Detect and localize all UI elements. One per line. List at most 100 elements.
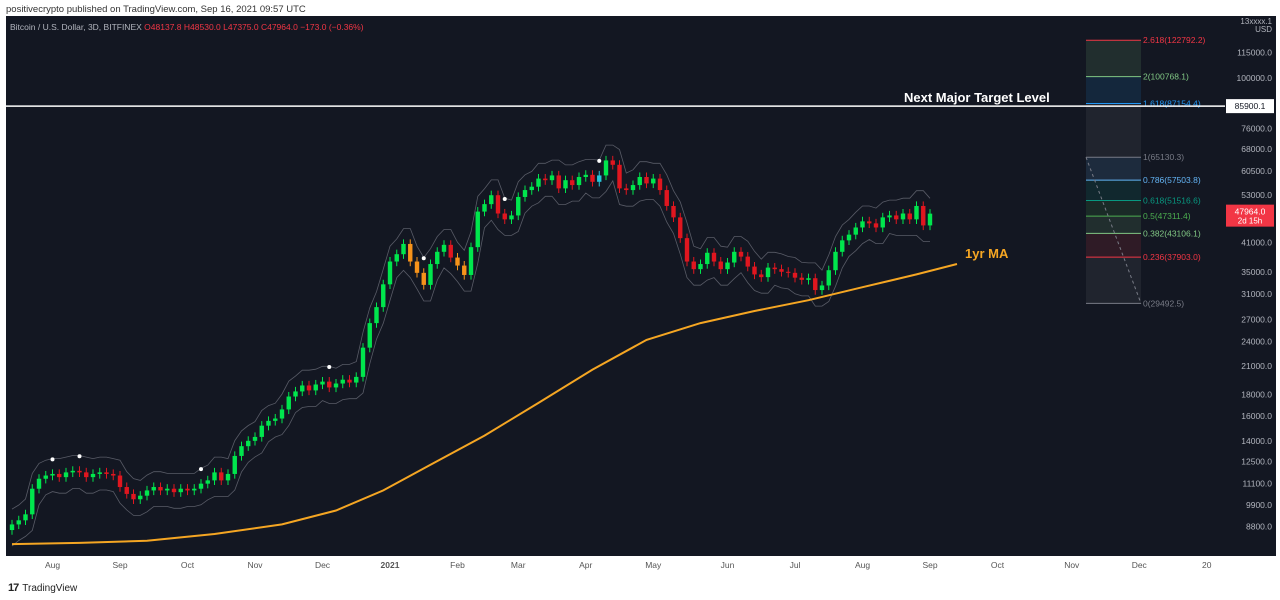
ohlc-change: −173.0 (−0.36%) [300, 22, 364, 32]
time-scale[interactable]: Aug Sep Oct Nov Dec 2021 Feb Mar Apr May Jun Jul Aug… [6, 556, 1276, 576]
candle-body [131, 493, 136, 500]
candle-body [63, 472, 69, 478]
candle-body [684, 238, 690, 262]
target-price-tag-text: 85900.1 [1235, 101, 1266, 111]
signal-dot [327, 365, 332, 370]
candle-body [617, 164, 622, 189]
chart-pane[interactable]: 2.618(122792.2) 2(100768.1) 1.618(87154.4)… [6, 16, 1225, 556]
signal-dot [77, 454, 82, 459]
price-scale[interactable]: 13xxxx.1 USD 115000.0 100000.0 76000.0 68000.… [1225, 16, 1276, 556]
candle-body [867, 221, 872, 224]
candle-body [43, 475, 48, 479]
candle-body [387, 261, 393, 285]
fib-zone [1086, 200, 1141, 217]
time-tick-label: Aug [855, 560, 870, 570]
price-tick-label: 60500.0 [1241, 166, 1272, 176]
fib-zone [1086, 76, 1141, 104]
candle-body [772, 267, 777, 270]
candle-body [786, 271, 791, 273]
price-tick-label: 11100.0 [1243, 479, 1273, 489]
candle-body [799, 277, 804, 280]
last-price-value: 47964.0 [1235, 207, 1266, 217]
ohlc-close: C47964.0 [260, 22, 298, 32]
candle-body [759, 274, 764, 278]
candle-body [853, 227, 858, 235]
candle-body [671, 205, 676, 218]
price-tick-label: 18000.0 [1241, 389, 1272, 399]
fib-trend-line [1085, 157, 1142, 304]
fib-zone [1086, 40, 1141, 77]
price-tick-label: 8800.0 [1246, 522, 1272, 532]
candle-body [826, 270, 831, 286]
candle-body [360, 347, 366, 377]
fib-zone [1086, 233, 1141, 258]
candle-body [212, 472, 217, 481]
fib-level-label: 2(100768.1) [1143, 72, 1189, 82]
fib-level-label: 0.5(47311.4) [1143, 211, 1191, 221]
ohlc-low: L47375.0 [223, 22, 259, 32]
candle-body [259, 425, 264, 437]
candle-body [448, 244, 453, 258]
price-scale-top-label: 13xxxx.1 [1240, 17, 1272, 26]
time-tick-label: Dec [315, 560, 331, 570]
candle-body [165, 488, 170, 491]
candle-body [502, 213, 507, 220]
price-tick-label: 9900.0 [1246, 500, 1272, 510]
envelope-lower [11, 179, 930, 547]
candle-body [97, 472, 102, 474]
candle-body [320, 381, 325, 385]
candle-body [536, 178, 541, 187]
time-tick-label: Jun [721, 560, 735, 570]
candle-body [313, 384, 318, 391]
candle-body [428, 264, 433, 285]
candle-body [171, 488, 177, 493]
candle-body [678, 217, 683, 239]
time-tick-label: Jul [790, 560, 801, 570]
candle-body [340, 379, 345, 384]
candle-body [435, 251, 440, 265]
candle-body [637, 177, 642, 186]
candle-body [779, 269, 784, 272]
time-tick-label: Aug [45, 560, 60, 570]
signal-dot [421, 256, 426, 261]
tradingview-logo-icon: 17 [8, 582, 19, 594]
candle-body [327, 381, 332, 388]
price-tick-label: 68000.0 [1241, 144, 1272, 154]
time-scale-axis[interactable]: Aug Sep Oct Nov Dec 2021 Feb Mar Apr May Jun Jul Aug… [6, 556, 1276, 576]
time-tick-label: Dec [1132, 560, 1148, 570]
fib-level-label: 0.786(57503.8) [1143, 175, 1201, 185]
candle-body [718, 261, 723, 270]
candle-body [698, 264, 703, 270]
candle-body [907, 213, 912, 220]
candle-body [441, 244, 447, 252]
candle-body [894, 215, 899, 220]
target-level-label: Next Major Target Level [904, 90, 1050, 105]
candle-body [651, 178, 656, 184]
candle-body [468, 247, 474, 275]
candle-body [792, 272, 798, 278]
publish-info: positivecrypto published on TradingView.… [6, 4, 306, 15]
candle-body [819, 285, 825, 291]
time-tick-label: Sep [112, 560, 127, 570]
candle-body [806, 278, 811, 280]
time-tick-label: Nov [1064, 560, 1080, 570]
price-chart[interactable]: 2.618(122792.2) 2(100768.1) 1.618(87154.4)… [6, 16, 1225, 556]
candle-body [846, 234, 852, 241]
candle-body [151, 487, 156, 491]
fib-level-label: 1(65130.3) [1143, 152, 1184, 162]
price-tick-label: 31000.0 [1241, 289, 1272, 299]
candle-body [124, 487, 129, 494]
candle-body [900, 213, 906, 220]
candle-body [9, 524, 15, 531]
envelope-upper [11, 144, 931, 510]
price-tick-label: 12500.0 [1241, 457, 1272, 467]
price-tick-label: 21000.0 [1241, 361, 1272, 371]
candle-body [279, 409, 285, 419]
candle-body [630, 185, 636, 191]
candle-body [522, 190, 528, 197]
candle-body [414, 261, 420, 273]
time-tick-label: Apr [579, 560, 592, 570]
time-tick-label: Oct [181, 560, 195, 570]
candle-body [30, 488, 35, 515]
